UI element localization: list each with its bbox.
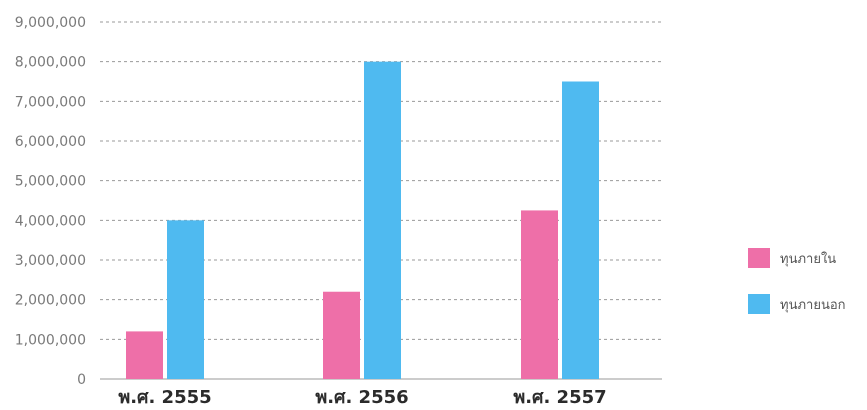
bar-internal-1 xyxy=(126,331,163,379)
bar-internal-2 xyxy=(323,291,360,379)
y-tick-label: 5,000,000 xyxy=(15,174,86,190)
bar-external-1 xyxy=(167,220,204,379)
y-tick-label: 3,000,000 xyxy=(15,253,86,269)
y-tick-label: 6,000,000 xyxy=(15,134,86,150)
x-category-label: พ.ศ. 2557 xyxy=(513,387,606,408)
bar-external-2 xyxy=(364,61,401,380)
x-axis-category-labels: พ.ศ. 2555 พ.ศ. 2556 พ.ศ. 2557 xyxy=(118,387,606,408)
y-tick-label: 2,000,000 xyxy=(15,293,86,309)
legend-label: ทุนภายใน xyxy=(780,251,836,267)
legend-swatch xyxy=(748,294,770,314)
legend-label: ทุนภายนอก xyxy=(780,298,846,313)
y-tick-label: 0 xyxy=(77,372,86,388)
y-tick-label: 9,000,000 xyxy=(15,15,86,31)
x-category-label: พ.ศ. 2556 xyxy=(315,387,408,408)
y-tick-label: 4,000,000 xyxy=(15,213,86,229)
legend-swatch xyxy=(748,248,770,268)
y-axis-tick-labels: 0 1,000,000 2,000,000 3,000,000 4,000,000 5,0… xyxy=(15,15,86,388)
bar-internal-3 xyxy=(521,210,558,379)
bar-external-3 xyxy=(562,81,599,379)
y-tick-label: 1,000,000 xyxy=(15,332,86,348)
x-category-label: พ.ศ. 2555 xyxy=(118,387,211,408)
y-tick-label: 7,000,000 xyxy=(15,94,86,110)
y-tick-label: 8,000,000 xyxy=(15,55,86,71)
bars xyxy=(126,61,599,380)
